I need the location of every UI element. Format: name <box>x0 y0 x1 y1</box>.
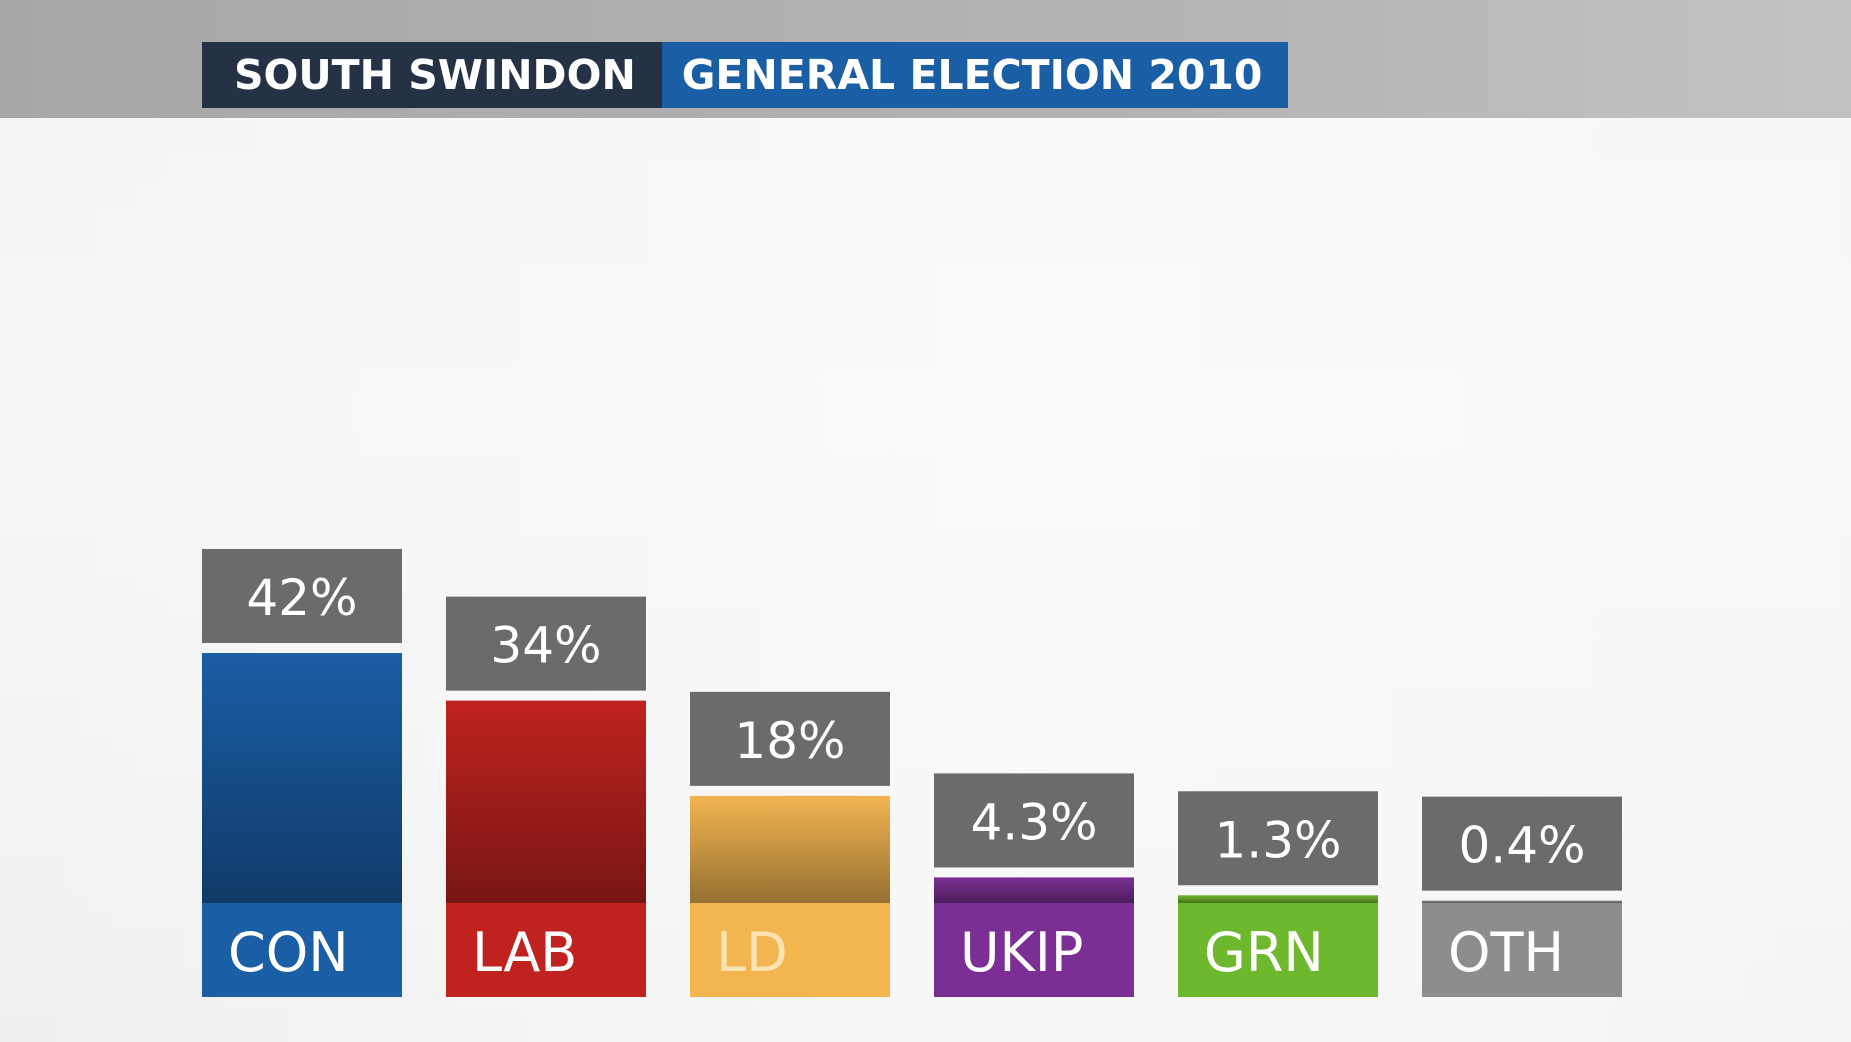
party-label-grn: GRN <box>1204 921 1324 984</box>
party-label-ld: LD <box>716 921 788 984</box>
party-block-lab <box>446 903 646 997</box>
bar-ld <box>690 795 890 903</box>
party-block-ukip <box>934 903 1134 997</box>
value-label-oth: 0.4% <box>1458 817 1585 875</box>
value-label-ld: 18% <box>734 712 845 770</box>
value-box-grn <box>1178 791 1378 886</box>
value-label-ukip: 4.3% <box>970 793 1097 851</box>
value-box-lab <box>446 596 646 691</box>
value-label-lab: 34% <box>490 617 601 675</box>
value-box-ukip <box>934 773 1134 868</box>
party-label-lab: LAB <box>472 921 577 984</box>
bar-lab <box>446 700 646 903</box>
party-label-oth: OTH <box>1448 921 1564 984</box>
election-title: GENERAL ELECTION 2010 <box>661 42 1289 108</box>
constituency-title: SOUTH SWINDON <box>202 42 662 108</box>
party-label-con: CON <box>228 921 349 984</box>
party-block-grn <box>1178 903 1378 997</box>
party-block-oth <box>1422 903 1622 997</box>
bar-ukip <box>934 877 1134 903</box>
bar-grn <box>1178 895 1378 903</box>
bar-oth <box>1422 900 1622 903</box>
value-box-ld <box>690 691 890 786</box>
bar-con <box>202 653 402 903</box>
value-label-grn: 1.3% <box>1214 811 1341 869</box>
value-box-con <box>202 549 402 643</box>
chart-title: SOUTH SWINDON GENERAL ELECTION 2010 <box>202 42 1289 108</box>
party-block-con <box>202 903 402 997</box>
party-label-ukip: UKIP <box>960 921 1083 984</box>
value-label-con: 42% <box>246 569 357 627</box>
party-block-ld <box>690 903 890 997</box>
value-box-oth <box>1422 796 1622 891</box>
